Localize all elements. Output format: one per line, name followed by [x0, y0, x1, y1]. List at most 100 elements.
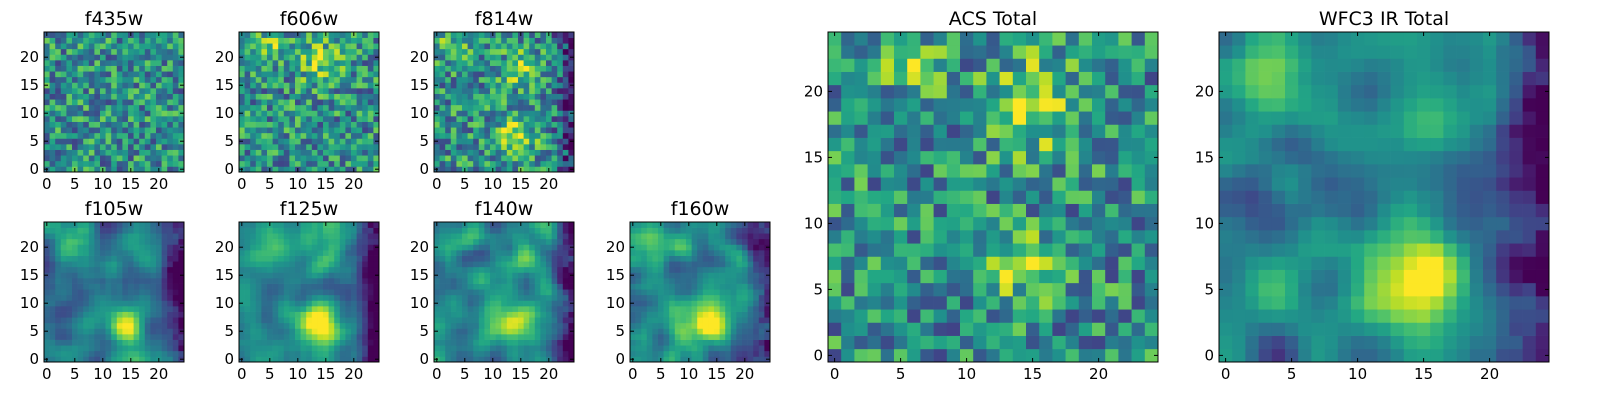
- heatmap-cell: [323, 160, 329, 167]
- heatmap-cell: [356, 155, 363, 162]
- heatmap-cell: [708, 283, 715, 290]
- heatmap-cell: [445, 138, 452, 145]
- heatmap-cell: [239, 132, 245, 139]
- heatmap-cell: [933, 282, 948, 297]
- heatmap-cell: [77, 99, 84, 106]
- heatmap-cell: [133, 127, 140, 134]
- heatmap-cell: [551, 255, 558, 262]
- heatmap-cell: [255, 266, 262, 273]
- heatmap-cell: [83, 244, 90, 251]
- heatmap-cell: [161, 82, 168, 89]
- heatmap-cell: [94, 272, 101, 279]
- heatmap-cell: [156, 255, 162, 262]
- heatmap-cell: [973, 256, 987, 270]
- heatmap-cell: [450, 82, 457, 89]
- heatmap-cell: [1052, 256, 1066, 270]
- heatmap-cell: [742, 233, 748, 240]
- heatmap-cell: [244, 166, 251, 173]
- heatmap-cell: [551, 238, 558, 245]
- heatmap-cell: [311, 60, 318, 66]
- heatmap-cell: [490, 43, 496, 50]
- heatmap-cell: [328, 99, 335, 106]
- heatmap-cell: [1118, 296, 1132, 310]
- heatmap-cell: [317, 132, 324, 139]
- heatmap-cell: [311, 121, 318, 128]
- heatmap-cell: [973, 203, 987, 218]
- heatmap-cell: [328, 266, 335, 273]
- heatmap-cell: [77, 155, 84, 162]
- heatmap-cell: [144, 244, 151, 251]
- heatmap-cell: [345, 93, 352, 100]
- heatmap-cell: [261, 32, 268, 38]
- heatmap-cell: [907, 256, 921, 270]
- heatmap-cell: [144, 289, 151, 296]
- heatmap-cell: [60, 261, 67, 268]
- heatmap-cell: [345, 227, 352, 234]
- heatmap-cell: [445, 250, 452, 256]
- heatmap-cell: [557, 238, 564, 245]
- heatmap-cell: [529, 272, 536, 279]
- heatmap-cell: [478, 71, 485, 78]
- heatmap-cell: [540, 121, 547, 128]
- heatmap-cell: [317, 244, 324, 251]
- heatmap-cell: [534, 227, 541, 234]
- heatmap-cell: [439, 43, 446, 50]
- heatmap-cell: [646, 233, 653, 240]
- heatmap-cell: [747, 289, 754, 296]
- heatmap-cell: [568, 294, 575, 301]
- heatmap-cell: [669, 350, 676, 357]
- heatmap-cell: [478, 328, 485, 335]
- heatmap-cell: [534, 250, 541, 256]
- heatmap-cell: [512, 238, 519, 245]
- heatmap-cell: [697, 294, 704, 301]
- heatmap-cell: [100, 250, 106, 256]
- heatmap-cell: [367, 322, 374, 329]
- heatmap-cell: [289, 339, 296, 346]
- heatmap-cell: [261, 350, 268, 357]
- heatmap-cell: [339, 250, 346, 256]
- heatmap-cell: [1144, 348, 1159, 363]
- heatmap-cell: [172, 60, 179, 66]
- heatmap-cell: [702, 272, 709, 279]
- heatmap-cell: [300, 356, 307, 363]
- heatmap-cell: [133, 54, 140, 61]
- heatmap-cell: [49, 350, 56, 357]
- heatmap-cell: [328, 54, 335, 61]
- heatmap-cell: [484, 37, 491, 44]
- heatmap-cell: [439, 322, 446, 329]
- heatmap-cell: [289, 149, 296, 156]
- heatmap-cell: [300, 76, 307, 83]
- heatmap-cell: [351, 138, 357, 145]
- heatmap-cell: [172, 32, 179, 38]
- heatmap-cell: [501, 350, 508, 357]
- heatmap-cell: [244, 222, 251, 228]
- heatmap-cell: [1144, 322, 1159, 336]
- heatmap-cell: [1052, 348, 1066, 363]
- heatmap-cell: [506, 116, 513, 122]
- heatmap-cell: [334, 272, 341, 279]
- heatmap-cell: [133, 283, 140, 290]
- heatmap-cell: [652, 317, 659, 324]
- heatmap-cell: [753, 322, 760, 329]
- heatmap-cell: [730, 255, 737, 262]
- heatmap-cell: [764, 283, 771, 290]
- heatmap-cell: [1065, 269, 1080, 284]
- heatmap-cell: [501, 116, 508, 122]
- heatmap-cell: [1039, 296, 1053, 310]
- heatmap-cell: [60, 294, 67, 301]
- heatmap-cell: [161, 339, 168, 346]
- x-tick-label: 20: [539, 365, 558, 383]
- heatmap-cell: [742, 244, 748, 251]
- heatmap-cell: [753, 238, 760, 245]
- heatmap-cell: [111, 110, 118, 117]
- heatmap-cell: [345, 255, 352, 262]
- heatmap-cell: [362, 227, 369, 234]
- heatmap-cell: [568, 65, 575, 72]
- heatmap-cell: [94, 227, 101, 234]
- heatmap-cell: [49, 99, 56, 106]
- heatmap-cell: [345, 289, 352, 296]
- heatmap-cell: [518, 238, 524, 245]
- heatmap-cell: [973, 190, 987, 204]
- heatmap-cell: [244, 311, 251, 318]
- heatmap-cell: [306, 43, 313, 50]
